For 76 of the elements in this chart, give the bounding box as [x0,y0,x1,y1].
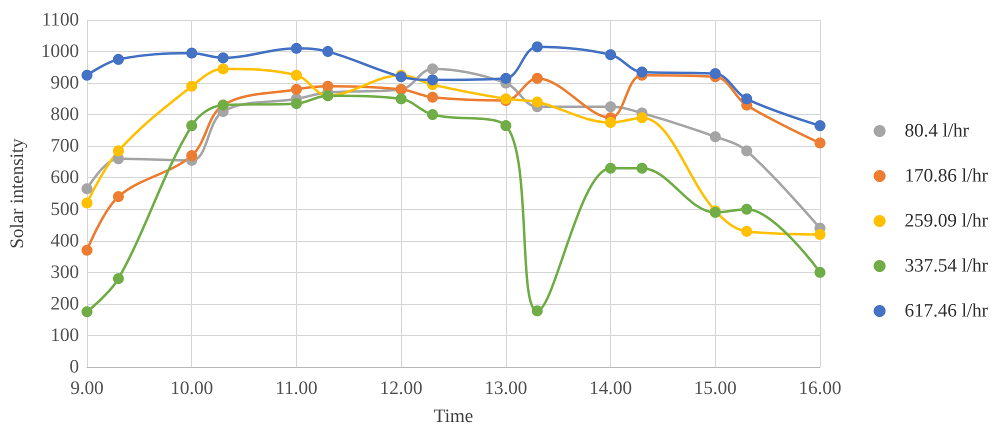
point [532,72,543,84]
x-tick-label: 13.00 [484,378,528,399]
point [82,197,92,208]
legend-label: 617.46 l/hr [904,300,989,322]
point [186,120,198,132]
point [427,109,438,120]
y-tick-label: 700 [50,136,79,157]
y-tick-label: 600 [50,167,79,188]
y-tick-label: 1000 [41,41,79,62]
legend-label: 337.54 l/hr [904,256,989,276]
y-tick-label: 500 [50,198,79,220]
point [112,145,124,156]
point [741,93,752,104]
point [186,150,198,162]
point [500,72,512,84]
point [605,49,616,60]
point [218,63,229,74]
y-tick-label: 100 [50,324,79,346]
point [322,46,334,58]
y-tick-label: 1100 [42,10,79,30]
point [218,52,229,64]
point [427,74,438,86]
point [290,70,302,81]
point [636,162,648,174]
legend-label: 259.09 l/hr [904,210,989,232]
point [396,93,407,104]
x-axis-title: Time [434,406,474,427]
point [605,101,616,112]
point [814,266,826,278]
point [427,92,438,103]
point [741,145,752,156]
point [112,191,124,202]
point [322,80,334,92]
point [500,120,512,132]
x-tick-label: 9.00 [70,378,104,399]
point [186,80,198,92]
point [814,120,826,132]
x-tick-label: 15.00 [694,378,737,399]
x-tick-label: 11.00 [275,378,318,399]
y-tick-label: 900 [50,72,79,94]
y-axis-title: Solar intensity [7,138,28,249]
x-tick-label: 10.00 [170,378,214,399]
point [741,204,752,215]
legend-label: 80.4 l/hr [904,120,970,142]
point [112,273,124,284]
point [82,70,92,81]
point [290,98,302,110]
legend-label: 170.86 l/hr [904,166,989,186]
point [605,162,616,174]
y-tick-label: 400 [50,230,79,252]
point [82,306,92,318]
x-tick-label: 12.00 [380,378,423,399]
x-tick-label: 14.00 [589,378,632,399]
point [532,41,543,52]
x-tick-label: 16.00 [798,378,842,399]
point [290,84,302,95]
y-tick-label: 800 [50,104,79,126]
y-tick-label: 300 [50,262,79,283]
point [636,112,648,124]
point [290,42,302,54]
point [605,117,616,128]
point [427,63,438,74]
point [710,68,721,80]
point [636,66,648,78]
point [82,244,92,256]
point [814,229,826,240]
point [82,183,92,194]
point [532,96,543,108]
point [741,226,752,237]
point [186,48,198,59]
point [710,131,721,142]
point [814,138,826,149]
y-tick-label: 200 [50,293,79,314]
point [112,54,124,65]
point [532,305,543,316]
y-tick-label: 0 [70,356,79,378]
